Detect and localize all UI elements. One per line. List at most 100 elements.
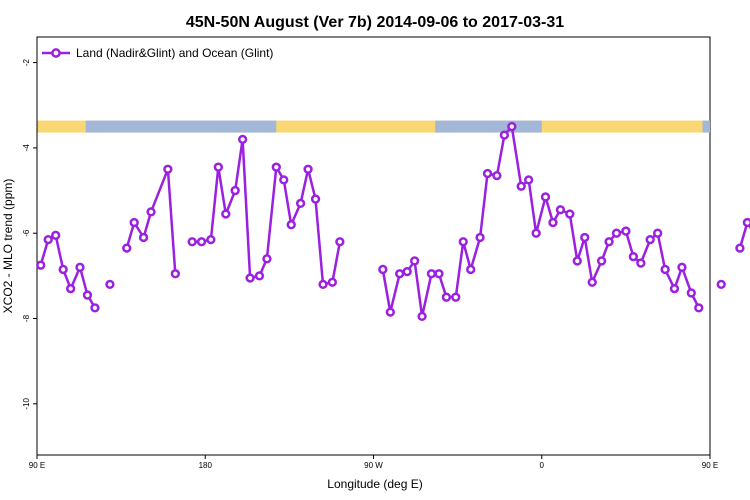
- data-point: [170, 269, 180, 279]
- data-point: [82, 290, 93, 300]
- data-point: [742, 217, 750, 228]
- data-point: [409, 256, 420, 266]
- data-point: [686, 288, 696, 298]
- data-point: [310, 194, 321, 204]
- data-point: [596, 256, 607, 266]
- ocean-band: [702, 120, 710, 133]
- data-point: [660, 264, 670, 275]
- data-point: [146, 207, 156, 217]
- data-point: [327, 277, 338, 287]
- data-point: [237, 134, 248, 145]
- x-tick-label: 90 E: [702, 461, 718, 470]
- data-point: [677, 262, 687, 272]
- data-point: [245, 273, 255, 283]
- data-point: [318, 279, 328, 290]
- data-point: [555, 205, 566, 215]
- data-point: [221, 209, 231, 219]
- data-point: [621, 226, 631, 236]
- data-point: [303, 164, 313, 174]
- data-point: [628, 252, 639, 262]
- data-point: [475, 232, 485, 243]
- data-point: [378, 264, 388, 275]
- x-tick-label: 90 W: [364, 461, 383, 470]
- data-point: [466, 264, 476, 275]
- data-point: [516, 181, 526, 191]
- legend-marker-sample: [51, 48, 61, 58]
- data-point: [105, 279, 115, 290]
- data-point: [604, 237, 614, 247]
- x-axis-label: Longitude (deg E): [327, 477, 422, 491]
- data-point: [645, 234, 655, 245]
- data-point: [441, 292, 452, 302]
- data-point: [271, 162, 281, 172]
- data-point: [395, 269, 405, 279]
- data-point: [694, 303, 704, 313]
- y-axis-ticks: -2 -4 -6 -8 -10: [22, 58, 37, 410]
- data-point: [587, 277, 597, 287]
- x-tick-label: 90 E: [29, 461, 45, 470]
- data-point: [66, 284, 76, 294]
- x-axis-ticks: 90 E 180 90 W 0 90 E: [29, 455, 718, 470]
- data-point: [51, 230, 61, 240]
- data-point: [335, 237, 345, 247]
- data-point: [434, 269, 444, 279]
- data-point: [213, 162, 223, 172]
- data-point: [206, 234, 216, 245]
- data-point: [254, 271, 265, 281]
- chart-title: 45N-50N August (Ver 7b) 2014-09-06 to 20…: [186, 14, 564, 31]
- ocean-band: [435, 120, 542, 133]
- data-point: [187, 237, 197, 247]
- data-point: [43, 234, 53, 245]
- data-point: [572, 256, 582, 266]
- data-point: [163, 164, 173, 174]
- ocean-band: [85, 120, 277, 133]
- y-tick-label: -4: [22, 144, 31, 152]
- data-point: [669, 284, 680, 294]
- data-point: [196, 237, 207, 247]
- data-point: [611, 228, 622, 238]
- plot-frame: [36, 36, 711, 456]
- data-point: [540, 192, 551, 202]
- data-point: [636, 258, 646, 268]
- data-point: [492, 170, 502, 181]
- y-tick-label: -8: [22, 314, 31, 322]
- data-point: [385, 307, 395, 317]
- data-point: [524, 175, 534, 185]
- data-point: [129, 217, 139, 228]
- data-point: [458, 237, 468, 247]
- data-point: [295, 198, 306, 208]
- x-tick-label: 180: [199, 461, 213, 470]
- y-axis-label: XCO2 - MLO trend (ppm): [1, 179, 15, 314]
- y-tick-label: -6: [22, 229, 31, 237]
- data-point: [230, 185, 240, 196]
- data-point: [531, 228, 541, 238]
- data-point: [482, 168, 493, 179]
- data-point: [279, 175, 289, 185]
- data-point: [451, 292, 461, 302]
- y-tick-label: -10: [22, 397, 31, 409]
- y-tick-label: -2: [22, 58, 31, 66]
- data-point: [138, 232, 149, 243]
- data-point: [580, 232, 590, 243]
- x-tick-label: 0: [540, 461, 545, 470]
- data-point: [286, 220, 296, 230]
- data-point: [426, 269, 437, 279]
- legend-label: Land (Nadir&Glint) and Ocean (Glint): [76, 46, 273, 60]
- data-point: [653, 228, 663, 238]
- data-point: [402, 266, 412, 277]
- data-point: [499, 130, 510, 140]
- data-point: [417, 311, 427, 322]
- data-point: [507, 121, 517, 132]
- legend: Land (Nadir&Glint) and Ocean (Glint): [42, 46, 273, 60]
- data-point: [262, 254, 272, 264]
- data-point: [90, 303, 100, 313]
- data-point: [735, 243, 745, 253]
- data-point: [36, 260, 46, 270]
- data-point: [548, 217, 558, 228]
- data-point: [122, 243, 132, 253]
- data-point: [716, 279, 726, 290]
- data-series: [36, 121, 750, 322]
- data-point: [75, 262, 85, 272]
- surface-mask-strip: [37, 120, 710, 133]
